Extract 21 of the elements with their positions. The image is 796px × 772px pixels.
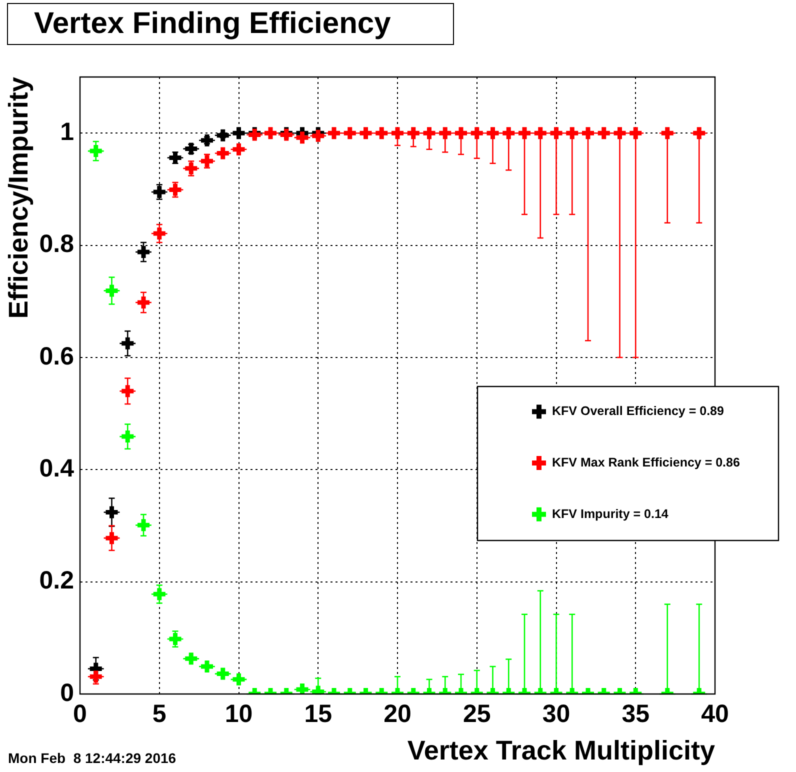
- chart-title: Vertex Finding Efficiency: [34, 7, 391, 41]
- text: Mon Feb 8 12:44:29 2016: [8, 750, 176, 766]
- legend-label: KFV Max Rank Efficiency = 0.86: [552, 455, 740, 470]
- y-tick-label: 0.8: [39, 230, 74, 258]
- x-tick-label: 20: [384, 700, 412, 728]
- x-tick-label: 30: [542, 700, 570, 728]
- x-axis-title: Vertex Track Multiplicity: [407, 735, 715, 766]
- y-tick-label: 0: [60, 678, 74, 707]
- legend-label: KFV Overall Efficiency = 0.89: [552, 404, 724, 418]
- y-tick-label: 0.6: [39, 342, 74, 370]
- x-tick-label: 25: [462, 700, 491, 728]
- y-tick-label: 0.4: [39, 454, 74, 483]
- y-tick-label: 1: [60, 118, 74, 146]
- x-tick-label: 35: [622, 700, 650, 728]
- x-tick-label: 40: [701, 700, 729, 728]
- legend-label: KFV Impurity = 0.14: [552, 506, 668, 521]
- y-axis-title: Efficiency/Impurity: [4, 77, 34, 319]
- x-tick-label: 15: [304, 700, 332, 728]
- x-tick-label: 5: [152, 700, 166, 728]
- x-tick-label: 10: [224, 700, 253, 728]
- y-tick-label: 0.2: [39, 566, 74, 595]
